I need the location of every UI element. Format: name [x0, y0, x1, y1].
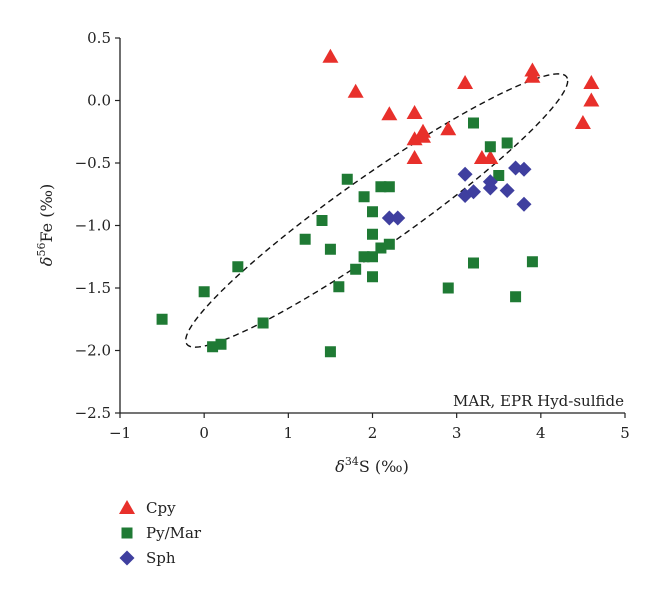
- y-axis-title-symbol: δ: [37, 257, 56, 267]
- data-point-py-mar: [367, 228, 378, 240]
- x-tick-label: 4: [536, 424, 546, 442]
- data-point-py-mar: [510, 291, 522, 303]
- data-point-py-mar: [341, 173, 353, 185]
- x-tick-label: −1: [109, 424, 131, 442]
- y-tick-label: 0.0: [87, 92, 111, 110]
- data-point-cpy: [574, 115, 591, 129]
- data-point-cpy: [583, 75, 600, 89]
- series-sph: [381, 160, 532, 226]
- data-point-py-mar: [198, 286, 210, 298]
- y-tick-label: −1.5: [75, 279, 111, 297]
- data-point-cpy: [406, 105, 423, 119]
- data-point-py-mar: [324, 243, 336, 255]
- data-point-cpy: [440, 121, 457, 136]
- data-point-sph: [457, 166, 473, 182]
- data-point-cpy: [482, 150, 499, 164]
- data-point-py-mar: [215, 338, 227, 350]
- data-point-py-mar: [375, 242, 387, 254]
- data-point-py-mar: [367, 251, 378, 263]
- data-point-py-mar: [316, 215, 328, 226]
- y-axis-title: δ56Fe (‰): [35, 184, 56, 266]
- data-point-py-mar: [383, 238, 395, 250]
- data-point-py-mar: [232, 261, 244, 273]
- data-point-py-mar: [358, 191, 370, 203]
- data-point-sph: [499, 183, 515, 198]
- data-point-py-mar: [375, 181, 387, 193]
- data-point-py-mar: [468, 257, 479, 269]
- data-point-sph: [516, 161, 532, 177]
- data-point-py-mar: [257, 317, 269, 329]
- x-axis-title: δ34S (‰): [335, 455, 409, 476]
- data-point-py-mar: [526, 256, 538, 268]
- data-point-cpy: [524, 62, 541, 77]
- data-point-py-mar: [299, 233, 311, 245]
- data-point-cpy: [406, 150, 423, 164]
- series-cpy: [322, 48, 600, 164]
- legend-label-py-mar: Py/Mar: [146, 524, 202, 542]
- legend-label-cpy: Cpy: [146, 499, 176, 517]
- y-axis-title-superscript: 56: [35, 243, 48, 257]
- legend: Cpy Py/Mar Sph: [119, 499, 202, 567]
- data-point-py-mar: [156, 313, 168, 325]
- data-point-py-mar: [501, 137, 513, 149]
- series-py-mar: [156, 117, 538, 358]
- y-tick-label: −0.5: [75, 154, 111, 172]
- x-tick-label: 0: [199, 424, 209, 442]
- data-point-sph: [466, 184, 481, 200]
- y-axis-title-element: Fe (‰): [37, 184, 56, 243]
- legend-marker-cpy: [119, 500, 135, 514]
- y-tick-label: −1.0: [75, 217, 111, 235]
- data-point-py-mar: [468, 117, 479, 129]
- data-point-py-mar: [442, 282, 454, 294]
- data-point-py-mar: [207, 341, 219, 353]
- data-point-cpy: [322, 48, 339, 63]
- data-point-sph: [482, 180, 498, 196]
- x-tick-label: 5: [620, 424, 630, 442]
- x-ticks: −1 0 1 2 3 4 5: [109, 413, 630, 442]
- y-tick-label: −2.0: [75, 342, 111, 360]
- x-axis-title-element: S (‰): [359, 457, 409, 476]
- data-point-sph: [381, 210, 397, 226]
- data-point-py-mar: [350, 263, 362, 275]
- x-tick-label: 2: [368, 424, 378, 442]
- ellipse-layer: [184, 73, 569, 348]
- y-tick-label: 0.5: [87, 29, 111, 47]
- x-tick-label: 3: [452, 424, 462, 442]
- data-point-py-mar: [484, 141, 496, 153]
- data-point-py-mar: [367, 271, 378, 283]
- legend-marker-sph: [119, 550, 135, 566]
- confidence-ellipse: [184, 73, 569, 348]
- data-point-cpy: [381, 106, 398, 121]
- y-ticks: 0.5 0.0 −0.5 −1.0 −1.5 −2.0 −2.5: [75, 29, 120, 422]
- data-point-cpy: [457, 75, 474, 89]
- x-axis-title-superscript: 34: [345, 455, 359, 468]
- data-point-py-mar: [367, 206, 378, 218]
- data-point-py-mar: [493, 170, 505, 181]
- data-point-cpy: [415, 128, 431, 143]
- data-point-py-mar: [324, 346, 336, 358]
- data-point-cpy: [347, 83, 364, 98]
- data-point-cpy: [583, 92, 600, 107]
- x-tick-label: 1: [284, 424, 294, 442]
- legend-marker-py-mar: [121, 527, 133, 539]
- annotation-label: MAR, EPR Hyd-sulfide: [453, 392, 624, 410]
- points-layer: [156, 48, 600, 358]
- y-tick-label: −2.5: [75, 404, 111, 422]
- legend-label-sph: Sph: [146, 549, 176, 567]
- data-point-py-mar: [358, 251, 370, 263]
- axes: [119, 38, 625, 414]
- x-axis-title-symbol: δ: [335, 457, 345, 476]
- data-point-py-mar: [383, 181, 395, 193]
- data-point-sph: [516, 196, 532, 212]
- data-point-sph: [390, 210, 406, 226]
- data-point-py-mar: [333, 281, 345, 293]
